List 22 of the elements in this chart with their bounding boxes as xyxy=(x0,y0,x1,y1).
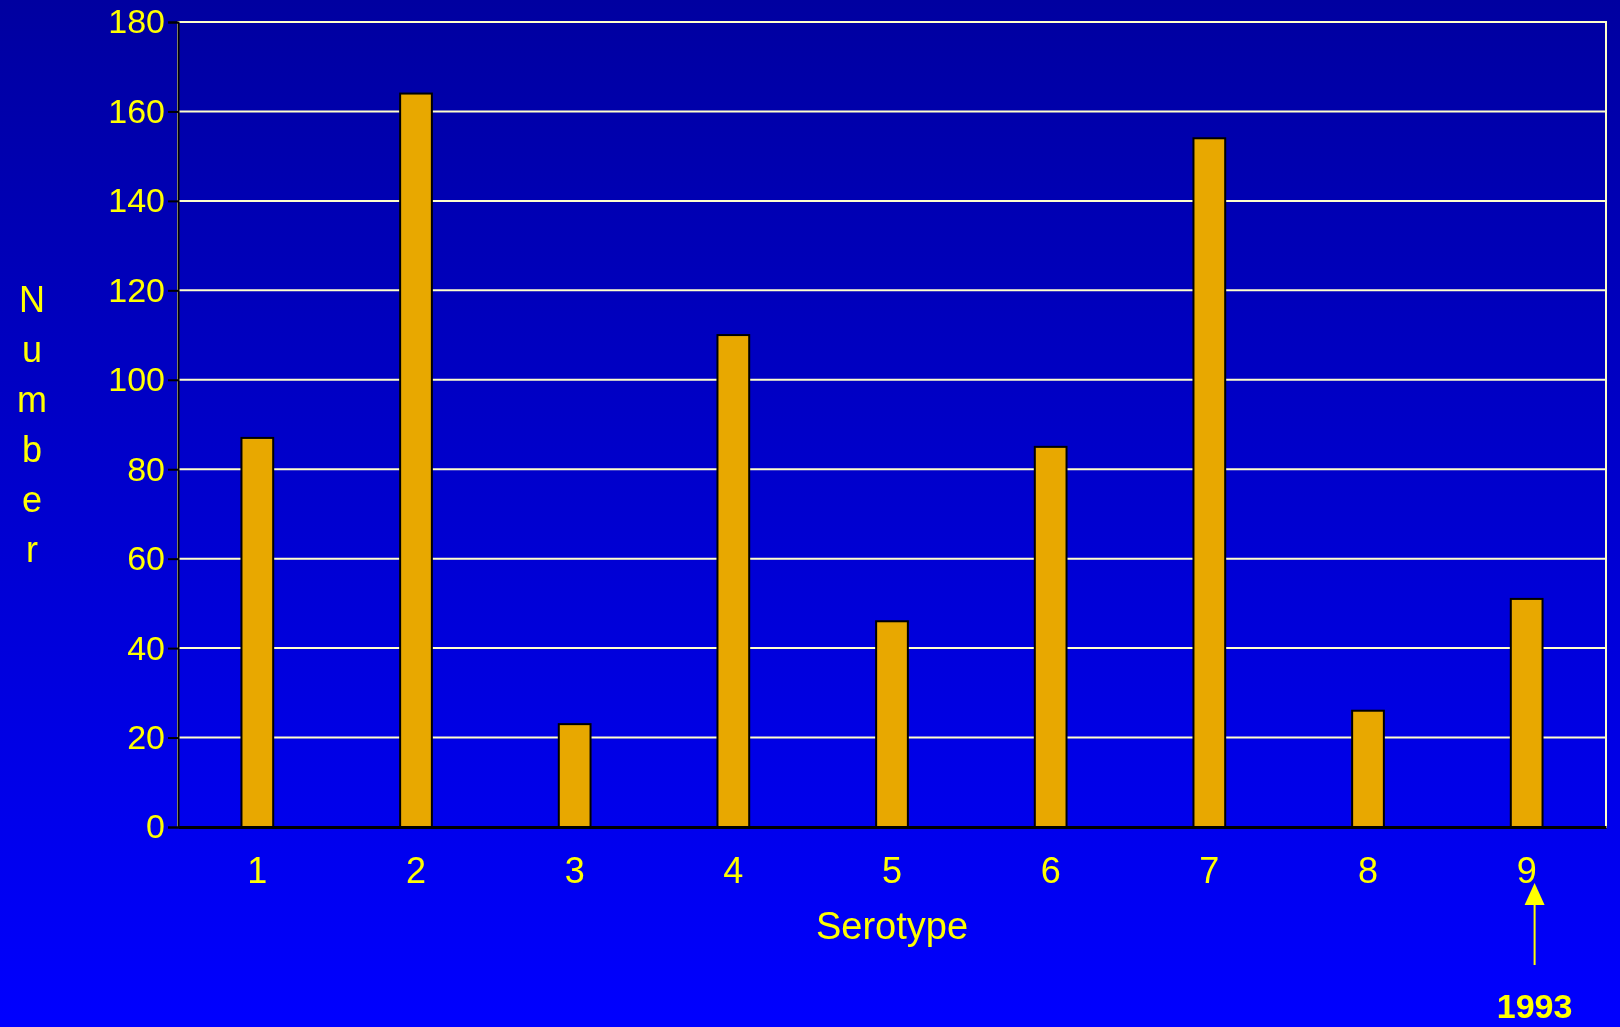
text: 1993 xyxy=(1496,987,1573,1025)
y-tick-label: 160 xyxy=(108,91,165,130)
y-tick-label: 20 xyxy=(127,717,165,756)
x-tick-label: 9 xyxy=(1516,849,1537,891)
y-tick-label: 60 xyxy=(127,539,165,578)
x-tick-label: 8 xyxy=(1357,849,1379,891)
y-tick-label: 100 xyxy=(108,360,165,399)
y-tick-label: 40 xyxy=(127,628,165,667)
y-tick-label: 120 xyxy=(108,270,165,309)
x-tick-label: 1 xyxy=(247,849,268,891)
x-tick-label: 6 xyxy=(1040,849,1061,891)
y-tick-label: 0 xyxy=(146,807,165,846)
x-tick-label: 2 xyxy=(405,849,427,891)
y-tick-label: 180 xyxy=(108,2,165,41)
x-tick-label: 4 xyxy=(723,849,744,891)
y-tick-label: 140 xyxy=(108,181,165,220)
x-tick-label: 7 xyxy=(1199,849,1220,891)
x-tick-label: 3 xyxy=(564,849,585,891)
y-axis-title: Number xyxy=(17,279,47,570)
x-tick-label: 5 xyxy=(881,849,903,891)
y-tick-label: 80 xyxy=(127,449,165,488)
x-axis-title: Serotype xyxy=(815,905,969,947)
